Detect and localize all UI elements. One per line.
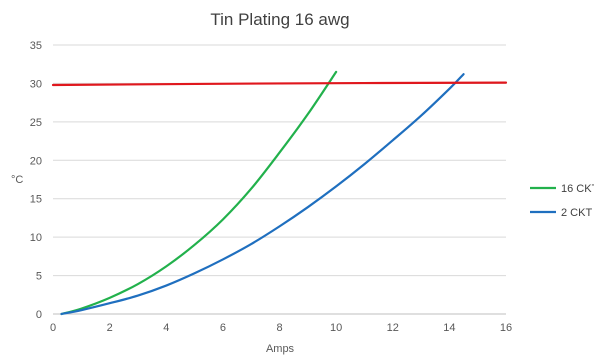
x-tick-label: 8 (276, 322, 282, 334)
x-tick-label: 2 (107, 322, 113, 334)
y-tick-label: 30 (30, 78, 42, 90)
y-tick-label: 20 (30, 155, 42, 167)
x-tick-label: 6 (220, 322, 226, 334)
y-tick-labels: 0 5 10 15 20 25 30 35 (30, 40, 42, 321)
x-tick-label: 14 (443, 322, 455, 334)
series-lines (51, 70, 508, 316)
y-axis-label: °C (11, 174, 23, 186)
x-tick-label: 16 (500, 322, 512, 334)
legend-label: 16 CKT (561, 183, 594, 195)
series-limit-line (51, 81, 508, 87)
y-tick-label: 10 (30, 232, 42, 244)
y-tick-label: 25 (30, 117, 42, 129)
legend: 16 CKT 2 CKT (530, 183, 594, 219)
y-tick-label: 0 (36, 309, 42, 321)
series-2-ckt (60, 73, 465, 316)
x-axis-label: Amps (266, 343, 295, 355)
series-16-ckt (60, 70, 338, 316)
x-tick-label: 10 (330, 322, 342, 334)
x-tick-label: 4 (163, 322, 169, 334)
legend-label: 2 CKT (561, 207, 592, 219)
x-tick-label: 12 (387, 322, 399, 334)
y-tick-label: 5 (36, 271, 42, 283)
y-tick-label: 35 (30, 40, 42, 52)
chart-title: Tin Plating 16 awg (210, 10, 349, 29)
y-tick-label: 15 (30, 194, 42, 206)
x-tick-labels: 0 2 4 6 8 10 12 14 16 (50, 322, 512, 334)
x-tick-label: 0 (50, 322, 56, 334)
